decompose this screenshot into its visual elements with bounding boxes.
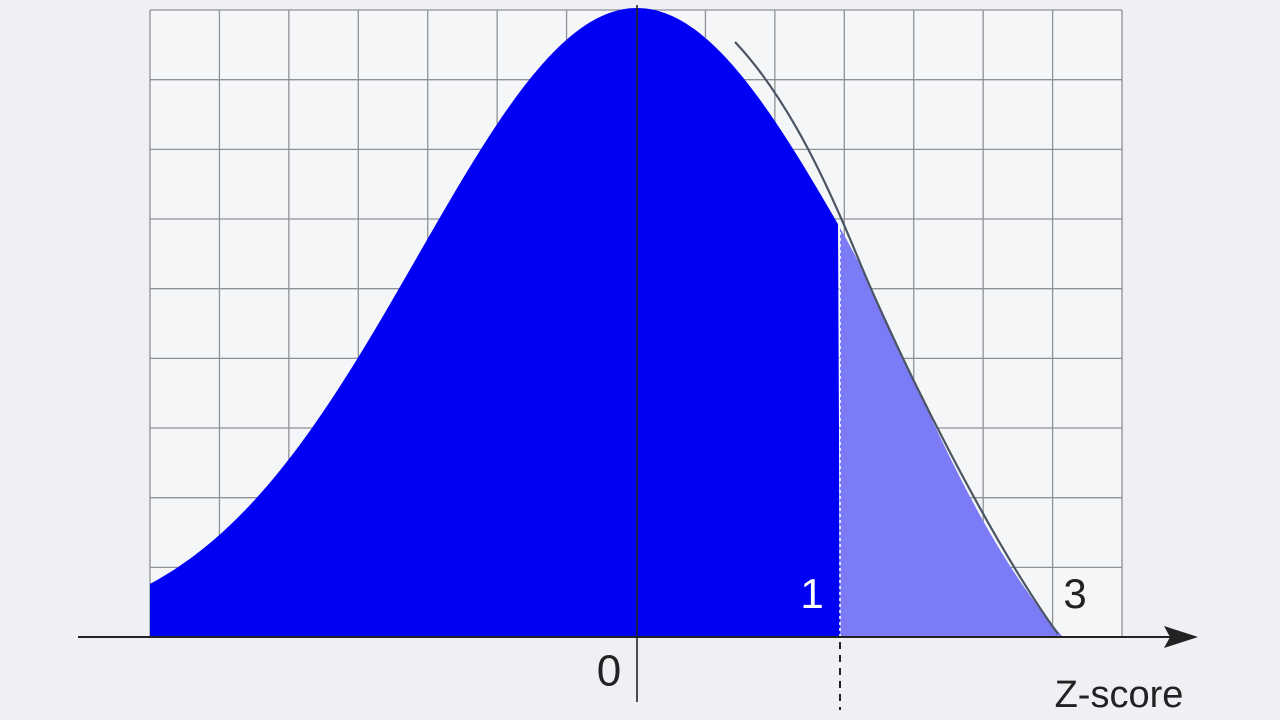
tail-area	[840, 228, 1062, 637]
tick-label: 3	[1063, 570, 1086, 617]
axis-arrow	[1164, 626, 1198, 648]
tick-label: 1	[800, 570, 823, 617]
tick-label: 0	[597, 647, 621, 696]
curve-outline	[734, 41, 1059, 635]
axis-label: Z-score	[1055, 674, 1184, 716]
main-area	[150, 8, 840, 637]
